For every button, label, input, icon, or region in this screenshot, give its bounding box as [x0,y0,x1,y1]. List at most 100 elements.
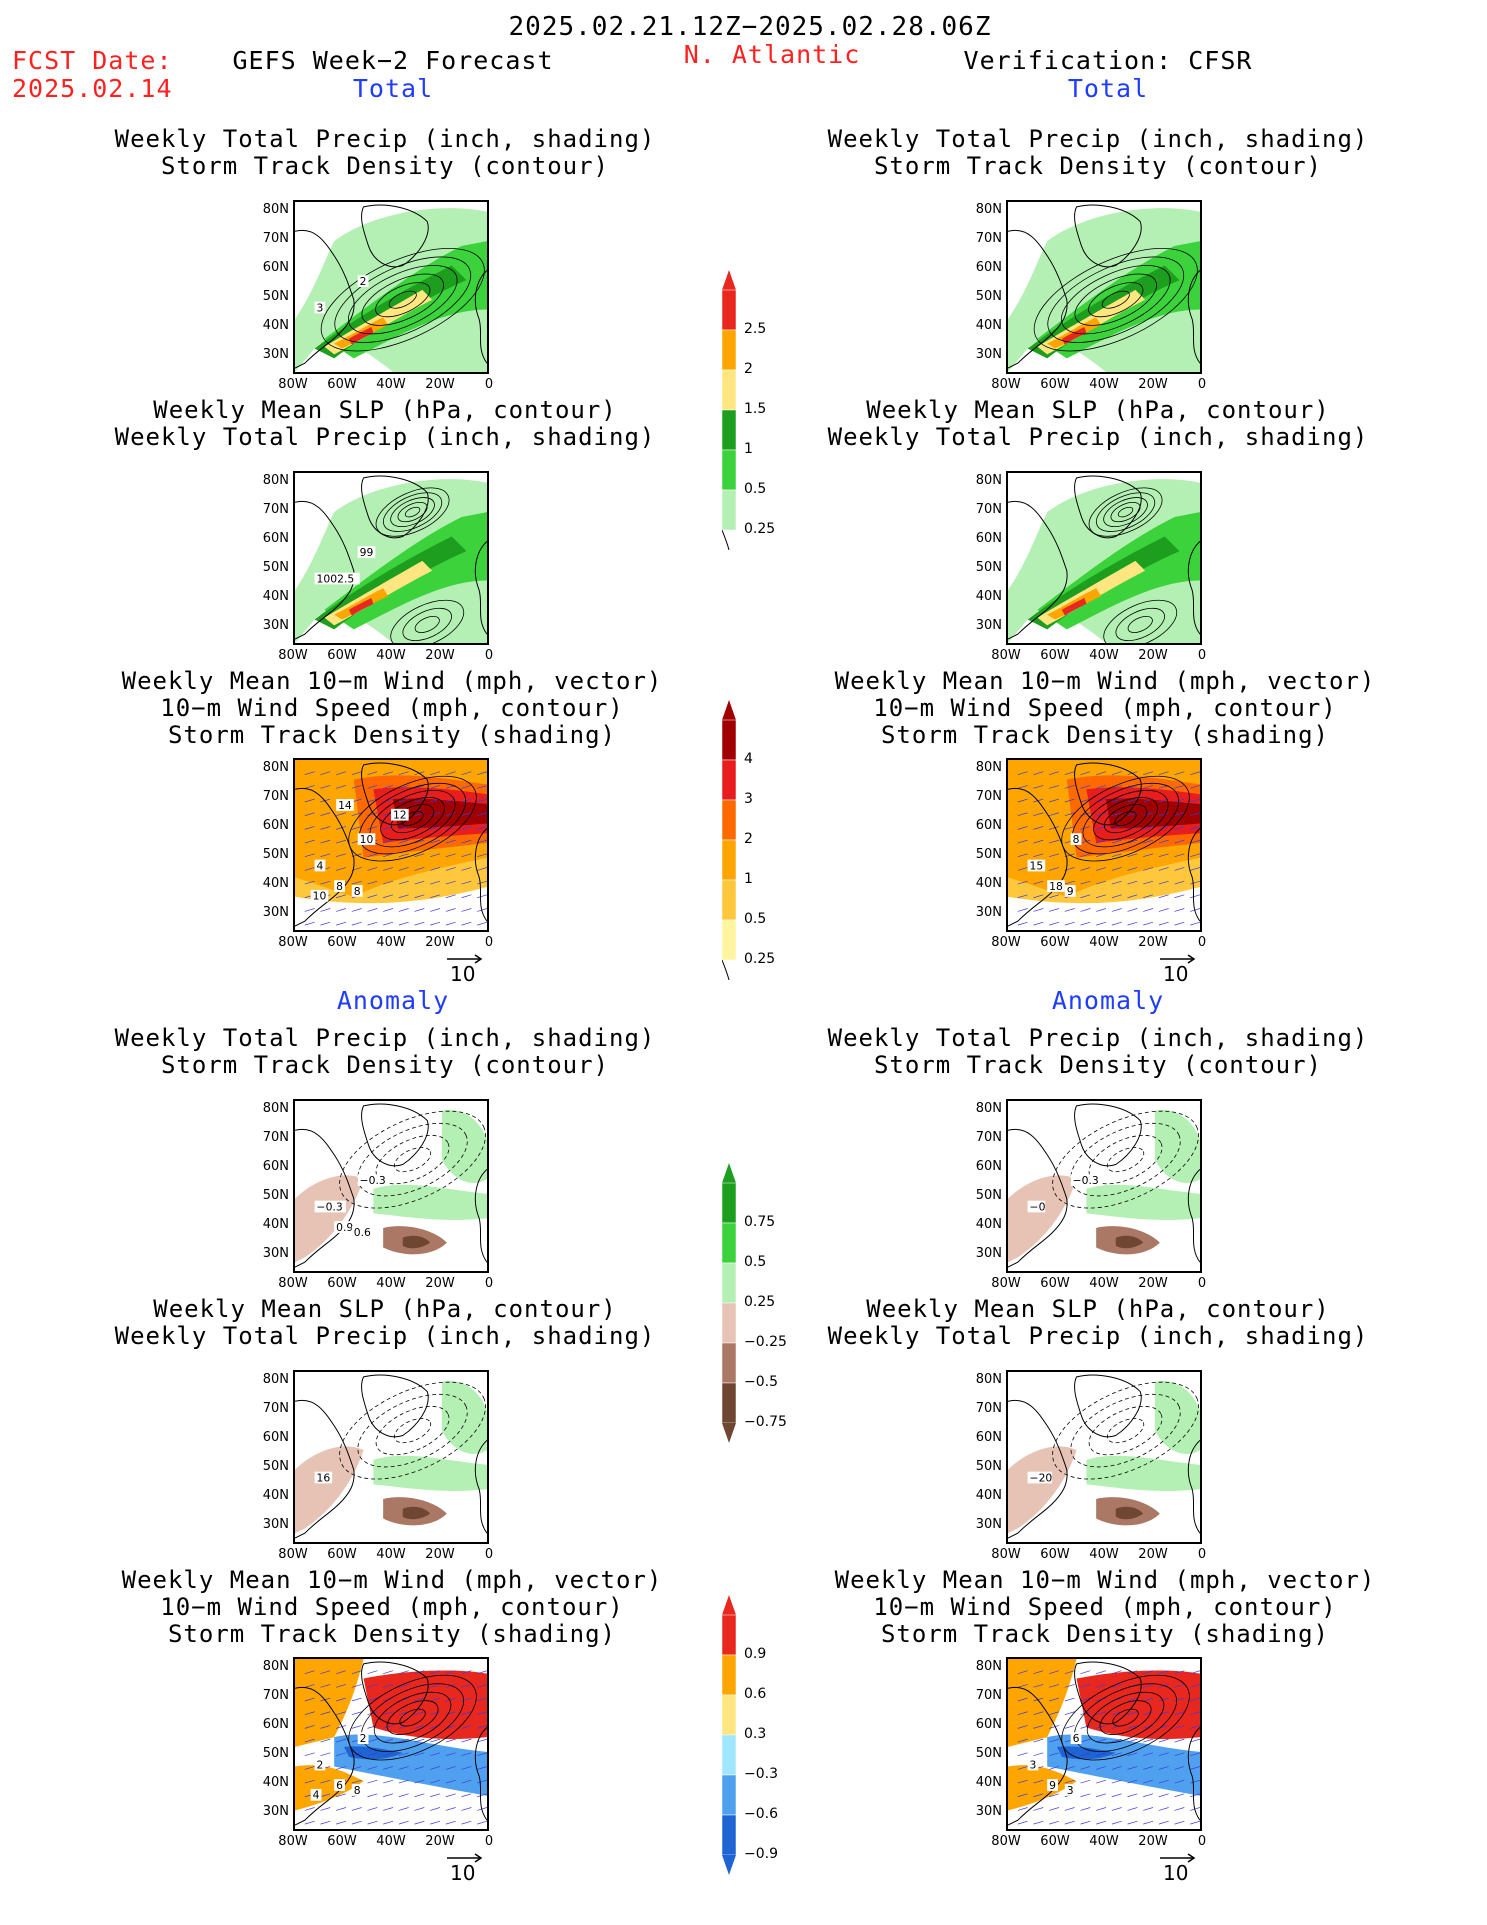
lat-label: 40N [262,876,289,891]
svg-text:3: 3 [1067,1784,1074,1797]
colorbar-label: 2.5 [744,321,767,337]
lat-label: 40N [262,589,289,604]
lon-label: 60W [327,935,357,950]
lat-label: 60N [975,531,1002,546]
lat-label: 30N [975,1804,1002,1819]
lat-label: 80N [975,1659,1002,1674]
verification-total-label: Total [1067,74,1149,103]
lon-label: 60W [1040,1547,1070,1562]
lon-label: 20W [1138,1834,1168,1849]
lat-label: 30N [262,1246,289,1261]
map-v-slp-precip [1006,471,1202,645]
lat-label: 70N [975,1401,1002,1416]
lon-label: 40W [376,377,406,392]
lat-label: 80N [975,473,1002,488]
lon-label: 80W [278,1547,308,1562]
lon-label: 20W [1138,935,1168,950]
lon-label: 40W [1089,1834,1119,1849]
arrow-icon [447,954,483,964]
caption-f-wind-track: Weekly Mean 10−m Wind (mph, vector) 10−m … [121,667,663,749]
svg-text:0.6: 0.6 [354,1226,371,1239]
svg-text:0.9: 0.9 [336,1221,353,1234]
lon-label: 60W [327,1834,357,1849]
lon-label: 20W [1138,648,1168,663]
map-v-precip-track-anom: −0 −0.3 [1006,1099,1202,1273]
caption-v-precip-track-anom: Weekly Total Precip (inch, shading) Storm… [827,1024,1369,1079]
lon-label: 60W [327,1547,357,1562]
svg-text:9: 9 [1067,885,1074,898]
lon-label: 60W [327,648,357,663]
lon-label: 40W [376,935,406,950]
lon-label: 60W [1040,1834,1070,1849]
caption-f-wind-track-anom: Weekly Mean 10−m Wind (mph, vector) 10−m … [121,1566,663,1648]
lat-label: 50N [262,1459,289,1474]
lon-label: 20W [425,935,455,950]
caption-f-precip-track-anom: Weekly Total Precip (inch, shading) Storm… [114,1024,656,1079]
lat-label: 70N [262,231,289,246]
lon-label: 0 [1197,1547,1207,1562]
lon-label: 20W [1138,377,1168,392]
lat-label: 40N [975,1488,1002,1503]
lat-label: 40N [262,1775,289,1790]
colorbar-label: 1 [744,871,753,887]
lon-label: 80W [278,1834,308,1849]
colorbar-label: −0.25 [744,1334,787,1350]
lat-label: 50N [975,289,1002,304]
lat-label: 40N [975,589,1002,604]
lon-label: 60W [327,1276,357,1291]
svg-text:6: 6 [336,1779,343,1792]
svg-text:16: 16 [317,1471,331,1484]
lat-label: 80N [975,202,1002,217]
caption-f-slp-precip: Weekly Mean SLP (hPa, contour) Weekly Tot… [114,396,656,451]
lat-label: 50N [262,847,289,862]
colorbar-label: 2 [744,831,753,847]
colorbar-label: −0.5 [744,1374,778,1390]
map-f-wind-track: 4 10 8 8 10 12 14 [293,758,489,932]
svg-text:2: 2 [360,1732,367,1745]
lat-label: 50N [975,847,1002,862]
vector-ref-v-anom: 10 [1160,1853,1196,1885]
svg-text:3: 3 [317,301,324,314]
colorbar-label: 0.25 [744,521,776,537]
lat-label: 60N [262,531,289,546]
colorbar-label: 1 [744,441,753,457]
lat-label: 50N [262,1746,289,1761]
map-v-slp-precip-anom: −20 [1006,1370,1202,1544]
lat-label: 80N [262,1101,289,1116]
lon-label: 40W [1089,1276,1119,1291]
caption-v-slp-precip-anom: Weekly Mean SLP (hPa, contour) Weekly Tot… [827,1295,1369,1350]
caption-f-precip-track: Weekly Total Precip (inch, shading) Storm… [114,125,656,180]
lat-label: 80N [975,1101,1002,1116]
lon-label: 40W [376,1276,406,1291]
svg-text:2: 2 [360,275,367,288]
verification-title: Verification: CFSR [963,46,1253,75]
svg-text:−0: −0 [1030,1200,1046,1213]
lat-label: 80N [262,1372,289,1387]
svg-text:12: 12 [393,809,407,822]
lon-label: 0 [484,1547,494,1562]
forecast-total-label: Total [352,74,434,103]
lat-label: 70N [975,502,1002,517]
colorbar-label: 0.25 [744,951,776,967]
caption-v-slp-precip: Weekly Mean SLP (hPa, contour) Weekly Tot… [827,396,1369,451]
lat-label: 70N [975,231,1002,246]
lon-label: 0 [484,1834,494,1849]
colorbar-label: 0.5 [744,911,767,927]
arrow-icon [1160,954,1196,964]
svg-text:15: 15 [1030,859,1044,872]
lon-label: 60W [327,377,357,392]
lat-label: 60N [262,1717,289,1732]
lat-label: 30N [975,347,1002,362]
lat-label: 50N [262,289,289,304]
lat-label: 40N [975,1217,1002,1232]
lat-label: 70N [975,789,1002,804]
lat-label: 70N [262,1688,289,1703]
svg-text:8: 8 [354,1784,361,1797]
svg-text:6: 6 [1073,1732,1080,1745]
fcst-date-label: FCST Date: [12,46,173,75]
colorbar-label: 0.3 [744,1726,767,1742]
lon-label: 40W [1089,935,1119,950]
map-f-slp-precip-anom: 16 [293,1370,489,1544]
lat-label: 60N [975,1717,1002,1732]
